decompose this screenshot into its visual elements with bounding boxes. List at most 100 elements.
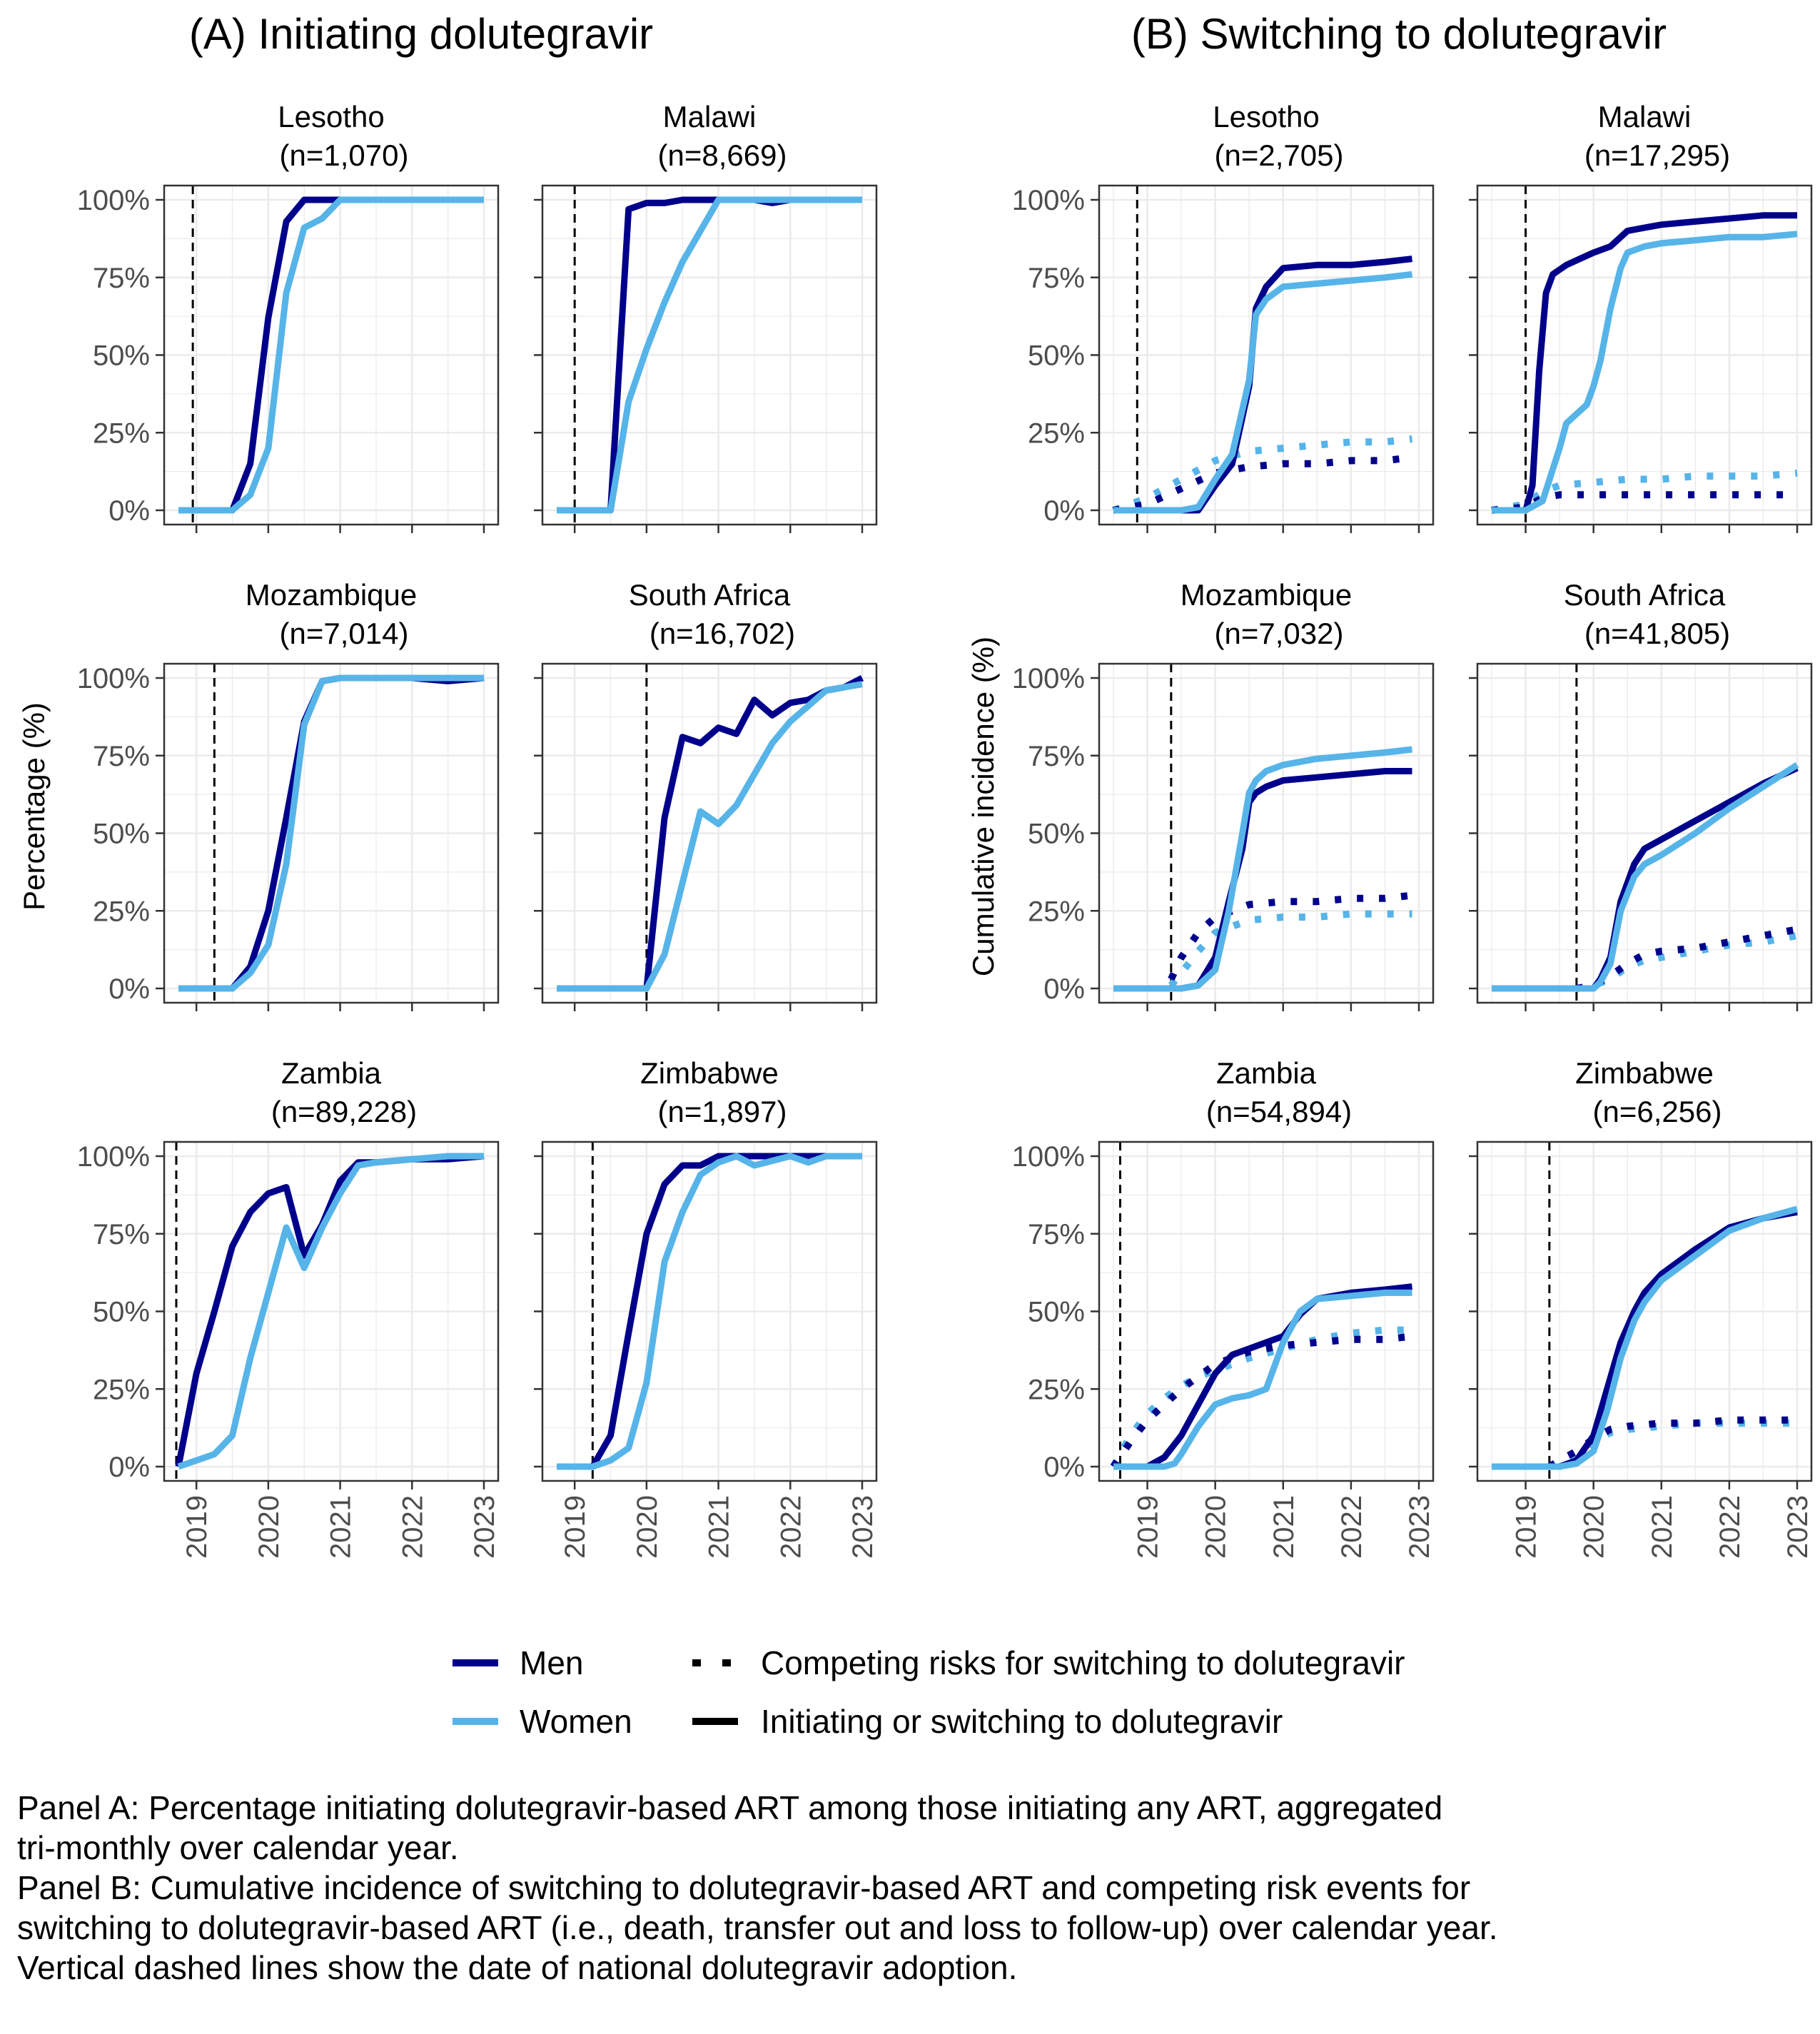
x-tick-label: 2022	[397, 1495, 428, 1559]
facet-country-label: Malawi	[1598, 100, 1692, 133]
facet-country-label: Zimbabwe	[640, 1056, 779, 1090]
x-tick-label: 2022	[775, 1495, 807, 1559]
y-tick-label: 0%	[1043, 1452, 1085, 1483]
x-tick-label: 2023	[1782, 1495, 1814, 1559]
facet-n-label: (n=7,014)	[280, 617, 409, 650]
x-tick-label: 2022	[1336, 1495, 1367, 1559]
facet-n-label: (n=6,256)	[1593, 1095, 1722, 1128]
facet-n-label: (n=1,070)	[280, 138, 409, 172]
series-line-women-competing	[1491, 469, 1798, 514]
y-tick-label: 100%	[77, 185, 150, 216]
series-line-women	[1113, 746, 1413, 992]
series-line-men-competing	[1113, 454, 1413, 514]
y-tick-label: 75%	[1028, 263, 1085, 294]
series-line-women	[178, 674, 484, 992]
facet-n-label: (n=16,702)	[649, 617, 795, 650]
series-line-women	[557, 196, 862, 514]
y-tick-label: 50%	[1028, 1297, 1085, 1328]
panel-title: (B) Switching to dolutegravir	[1131, 10, 1667, 58]
series-line-women	[1492, 762, 1799, 992]
series-line-women	[177, 1153, 484, 1470]
caption-line: tri-monthly over calendar year.	[17, 1829, 459, 1867]
y-tick-label: 50%	[93, 1297, 150, 1328]
series-line-men-competing	[1168, 891, 1413, 981]
y-tick-label: 75%	[93, 741, 150, 772]
x-tick-label: 2020	[253, 1495, 285, 1559]
facet-country-label: Mozambique	[246, 578, 417, 612]
x-tick-label: 2023	[847, 1495, 879, 1559]
facet-n-label: (n=54,894)	[1206, 1095, 1352, 1128]
x-tick-label: 2020	[632, 1495, 663, 1559]
y-axis-label: Cumulative incidence (%)	[966, 637, 1000, 976]
x-tick-label: 2021	[1268, 1495, 1300, 1559]
y-tick-label: 100%	[1012, 663, 1085, 694]
series-line-women	[557, 681, 863, 992]
facet-n-label: (n=7,032)	[1215, 617, 1344, 650]
y-tick-label: 50%	[1028, 340, 1085, 372]
facet-n-label: (n=1,897)	[658, 1095, 787, 1128]
y-tick-label: 0%	[108, 495, 150, 527]
series-line-women-competing	[1110, 1326, 1412, 1469]
series-line-women	[557, 1153, 862, 1470]
y-tick-label: 25%	[93, 896, 150, 927]
x-tick-label: 2019	[1133, 1495, 1164, 1559]
x-tick-label: 2019	[1511, 1495, 1542, 1559]
figure-canvas: (A) Initiating dolutegravir Percentage (%…	[17, 10, 1814, 1740]
facet-country-label: Lesotho	[1213, 100, 1319, 133]
series-line-men-competing	[1547, 1416, 1797, 1470]
facet-n-label: (n=89,228)	[271, 1095, 417, 1128]
x-tick-label: 2023	[1404, 1495, 1435, 1559]
y-tick-label: 50%	[1028, 819, 1085, 850]
series-line-women	[1113, 270, 1413, 514]
series-line-women	[1492, 231, 1798, 514]
x-tick-label: 2020	[1579, 1495, 1610, 1559]
facet-country-label: Malawi	[663, 100, 757, 133]
y-tick-label: 100%	[1012, 185, 1085, 216]
y-tick-label: 25%	[93, 418, 150, 449]
y-tick-label: 75%	[93, 1219, 150, 1250]
legend-label: Competing risks for switching to doluteg…	[761, 1644, 1405, 1681]
facet-country-label: South Africa	[1564, 578, 1726, 612]
facet-n-label: (n=41,805)	[1584, 617, 1730, 650]
facet-country-label: Mozambique	[1181, 578, 1352, 612]
facet-country-label: Lesotho	[278, 100, 384, 133]
y-tick-label: 50%	[93, 819, 150, 850]
legend-label: Initiating or switching to dolutegravir	[761, 1703, 1283, 1740]
y-tick-label: 25%	[1028, 896, 1085, 927]
facet-country-label: Zambia	[281, 1056, 382, 1090]
y-axis-label: Percentage (%)	[17, 702, 51, 911]
x-tick-label: 2021	[1647, 1495, 1678, 1559]
y-tick-label: 100%	[77, 663, 150, 694]
facet-country-label: South Africa	[629, 578, 791, 612]
facet-n-label: (n=8,669)	[658, 138, 787, 172]
facet-n-label: (n=17,295)	[1584, 138, 1730, 172]
y-tick-label: 0%	[108, 973, 150, 1005]
y-tick-label: 50%	[93, 340, 150, 372]
series-line-women-competing	[1112, 435, 1413, 514]
facet-country-label: Zambia	[1216, 1056, 1317, 1090]
facet-n-label: (n=2,705)	[1215, 138, 1344, 172]
legend-label: Men	[520, 1644, 583, 1681]
x-tick-label: 2021	[704, 1495, 735, 1559]
y-tick-label: 25%	[93, 1374, 150, 1405]
x-tick-label: 2019	[560, 1495, 591, 1559]
series-line-women	[178, 196, 484, 514]
figure-caption: Panel A: Percentage initiating dolutegra…	[17, 1788, 1801, 1988]
y-tick-label: 0%	[108, 1452, 150, 1483]
caption-line: Vertical dashed lines show the date of n…	[17, 1949, 1018, 1987]
y-tick-label: 75%	[93, 263, 150, 294]
series-line-men	[1492, 212, 1797, 514]
panel-title: (A) Initiating dolutegravir	[189, 10, 653, 58]
facet-country-label: Zimbabwe	[1575, 1056, 1714, 1090]
y-tick-label: 25%	[1028, 1374, 1085, 1405]
y-tick-label: 100%	[1012, 1141, 1085, 1173]
caption-line: Panel B: Cumulative incidence of switchi…	[17, 1869, 1471, 1907]
series-line-women	[1492, 1205, 1799, 1470]
legend-label: Women	[520, 1703, 632, 1740]
caption-line: Panel A: Percentage initiating dolutegra…	[17, 1789, 1443, 1826]
series-line-women	[1113, 1289, 1412, 1470]
x-tick-label: 2021	[325, 1495, 357, 1559]
y-tick-label: 0%	[1043, 495, 1085, 527]
caption-line: switching to dolutegravir-based ART (i.e…	[17, 1909, 1498, 1947]
y-tick-label: 25%	[1028, 418, 1085, 449]
